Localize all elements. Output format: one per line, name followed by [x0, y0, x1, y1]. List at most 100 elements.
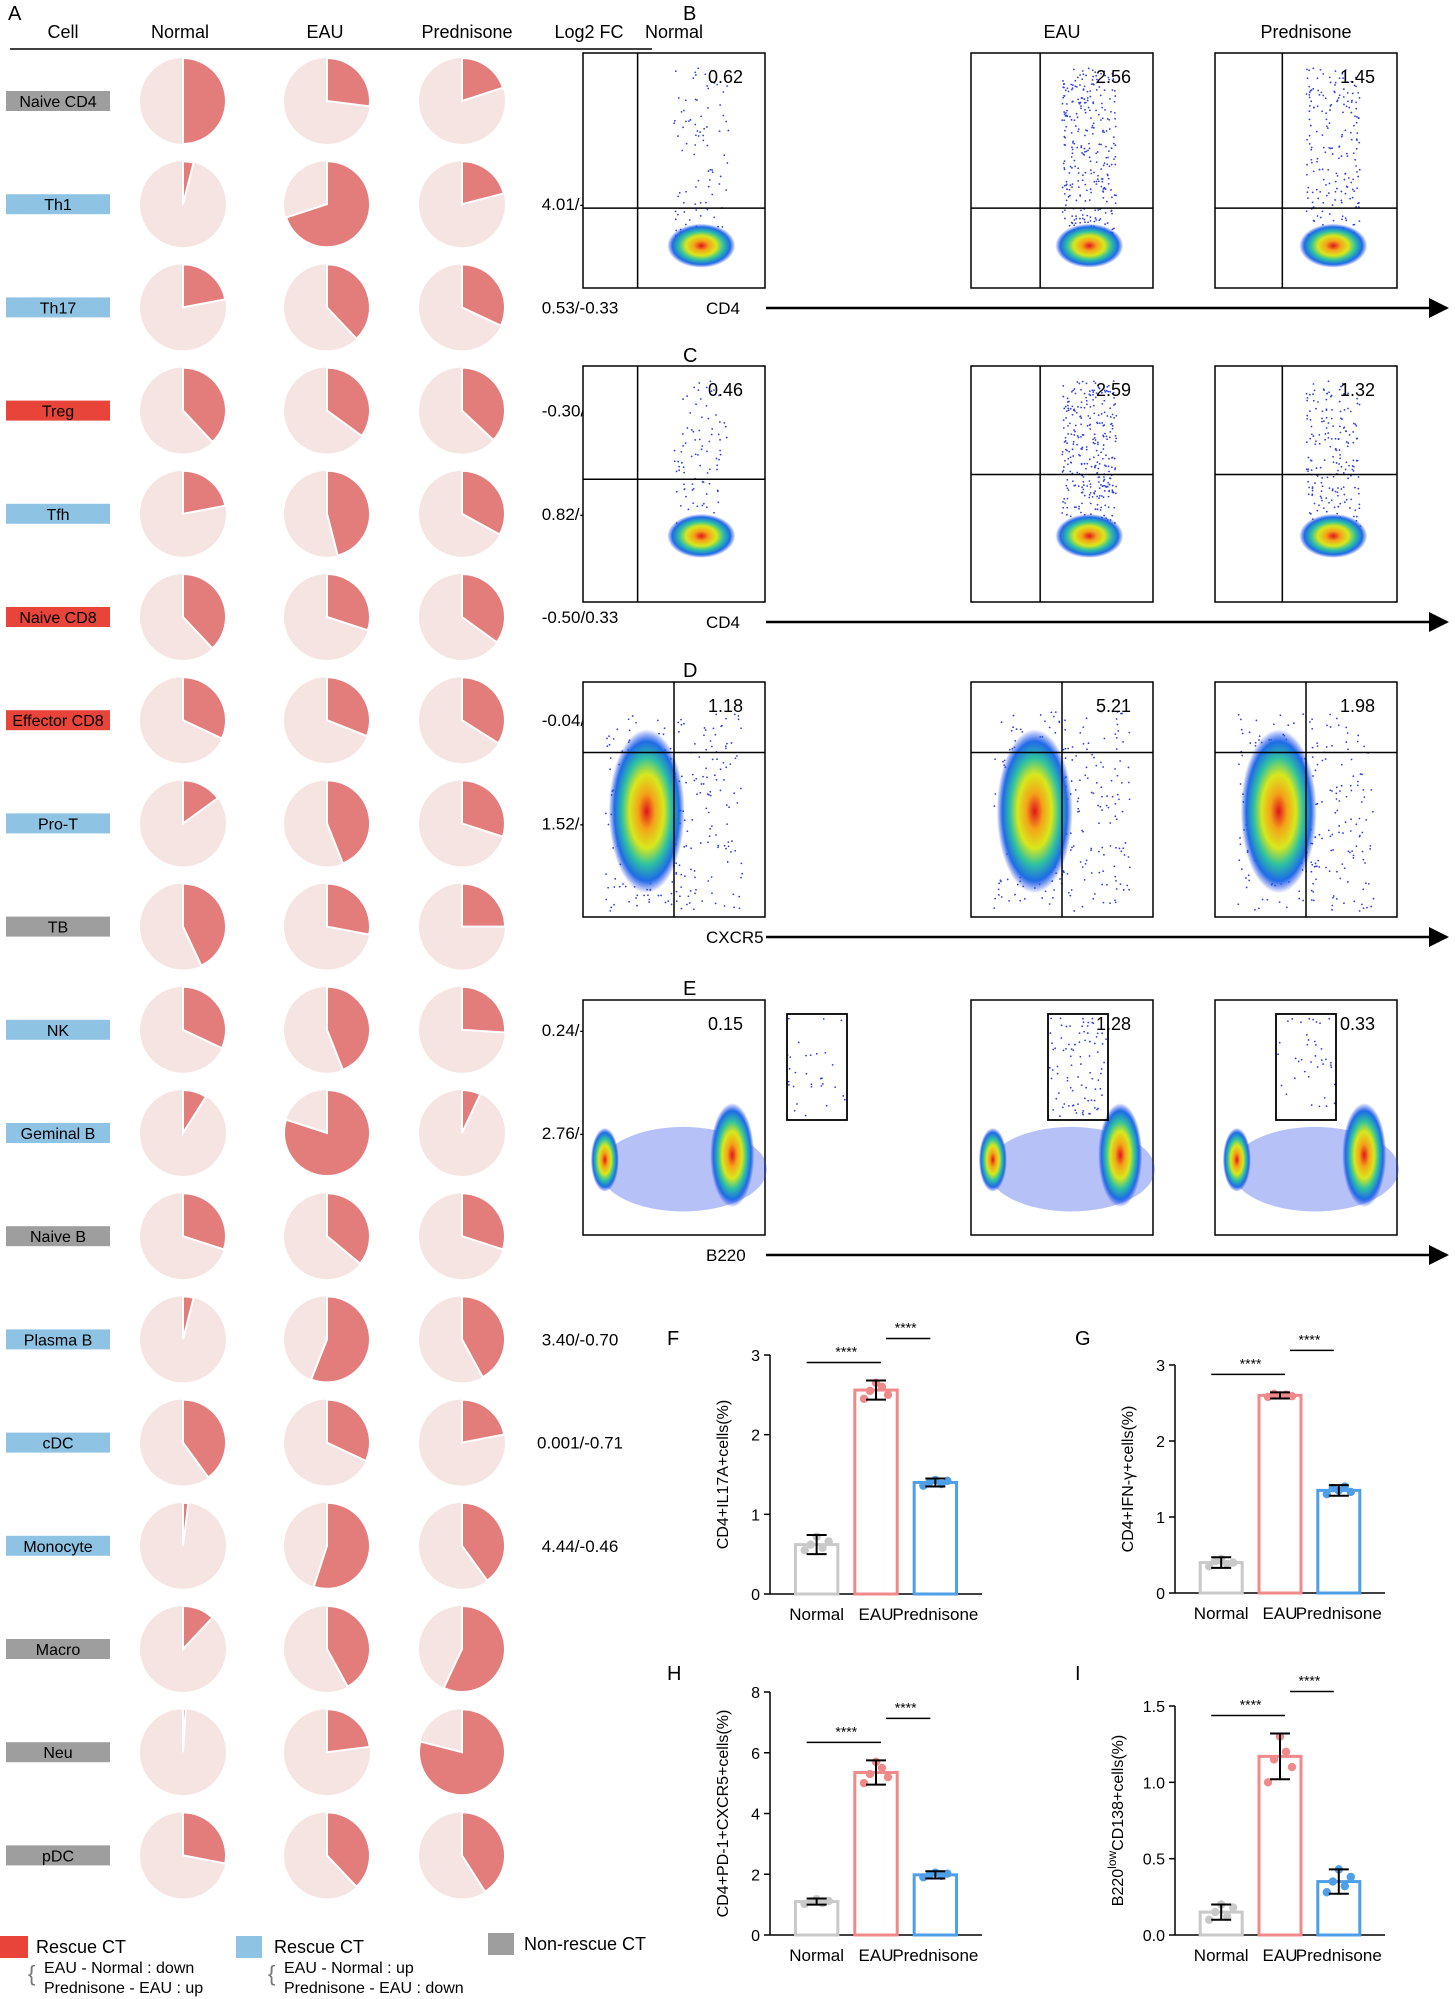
event — [1310, 870, 1313, 873]
event — [1329, 1061, 1332, 1064]
event — [1308, 1017, 1311, 1020]
event — [1322, 73, 1325, 75]
event — [1071, 1104, 1074, 1107]
event — [699, 842, 702, 844]
event — [1086, 485, 1089, 487]
event — [1357, 487, 1360, 490]
event — [1344, 468, 1347, 471]
event — [607, 886, 610, 889]
event — [1347, 392, 1350, 395]
event — [1087, 221, 1090, 224]
event — [1101, 106, 1104, 109]
event — [1308, 105, 1311, 107]
event — [684, 442, 687, 444]
event — [1308, 118, 1311, 121]
event — [1073, 159, 1076, 162]
event — [1056, 1072, 1059, 1075]
event — [608, 743, 611, 746]
event — [1335, 870, 1338, 873]
event — [1081, 217, 1084, 220]
event — [1352, 441, 1355, 444]
event — [1102, 424, 1105, 427]
event — [1073, 119, 1076, 122]
event — [701, 445, 704, 447]
event — [1101, 809, 1103, 812]
density-right — [710, 1103, 755, 1208]
event — [1308, 110, 1311, 113]
event — [1344, 430, 1347, 432]
event — [1080, 1084, 1083, 1087]
pie-slice — [182, 263, 227, 309]
event — [705, 767, 708, 770]
legend-swatch-rescue-up — [236, 1936, 262, 1958]
legend-brace-1: { — [28, 1961, 35, 1986]
y-axis-label: CD4+PD-1+CXCR5+cells(%) — [715, 1710, 732, 1918]
event — [1063, 160, 1066, 163]
cell-label-text: Th17 — [40, 300, 77, 317]
event — [1083, 392, 1086, 395]
event — [1088, 156, 1091, 159]
event — [1108, 165, 1111, 168]
event — [1325, 398, 1328, 401]
event — [1062, 1049, 1065, 1052]
event — [1330, 499, 1333, 502]
event — [1062, 80, 1064, 82]
event — [1081, 905, 1084, 908]
event — [1097, 174, 1099, 177]
event — [1119, 760, 1122, 762]
event — [1311, 489, 1314, 492]
event — [1328, 487, 1331, 490]
event — [731, 840, 733, 842]
event — [1071, 87, 1074, 89]
event — [1089, 483, 1092, 486]
event — [694, 134, 697, 137]
event — [1352, 854, 1355, 857]
event — [710, 876, 713, 878]
pie-prednisone — [419, 1398, 506, 1486]
pie-slice — [283, 1088, 371, 1177]
event — [1097, 441, 1099, 444]
event — [1069, 461, 1072, 464]
event — [702, 502, 705, 505]
event — [1343, 493, 1346, 496]
event — [1083, 101, 1086, 104]
y-tick-label: 0.0 — [1143, 1928, 1165, 1945]
event — [1111, 484, 1114, 487]
pie-eau — [284, 1708, 371, 1796]
event — [1316, 157, 1319, 160]
event — [726, 823, 728, 825]
event — [796, 1103, 798, 1105]
event — [1072, 845, 1075, 847]
event — [1310, 861, 1313, 864]
event — [819, 1077, 822, 1080]
event — [1109, 390, 1112, 393]
data-point — [1340, 1881, 1350, 1891]
event — [1061, 211, 1064, 213]
event — [717, 844, 720, 847]
event — [1366, 906, 1368, 909]
event — [1098, 494, 1101, 497]
event — [1082, 481, 1085, 483]
event — [1326, 125, 1328, 128]
event — [1068, 224, 1071, 227]
event — [1247, 874, 1250, 877]
event — [1077, 128, 1080, 130]
event — [1095, 449, 1098, 452]
event — [1248, 731, 1251, 734]
cell-label: Naive CD4 — [6, 91, 110, 111]
event — [684, 99, 687, 102]
event — [1019, 728, 1022, 731]
flow-percent: 2.56 — [1096, 67, 1131, 87]
event — [1091, 1077, 1094, 1080]
event — [1061, 186, 1064, 189]
event — [1066, 442, 1068, 444]
event — [1086, 1032, 1089, 1034]
event — [1093, 180, 1096, 183]
event — [1081, 866, 1084, 868]
event — [1104, 391, 1107, 393]
event — [1083, 218, 1086, 221]
event — [718, 394, 720, 397]
data-point — [1211, 1907, 1220, 1917]
event — [1080, 146, 1083, 149]
event — [1311, 863, 1314, 866]
